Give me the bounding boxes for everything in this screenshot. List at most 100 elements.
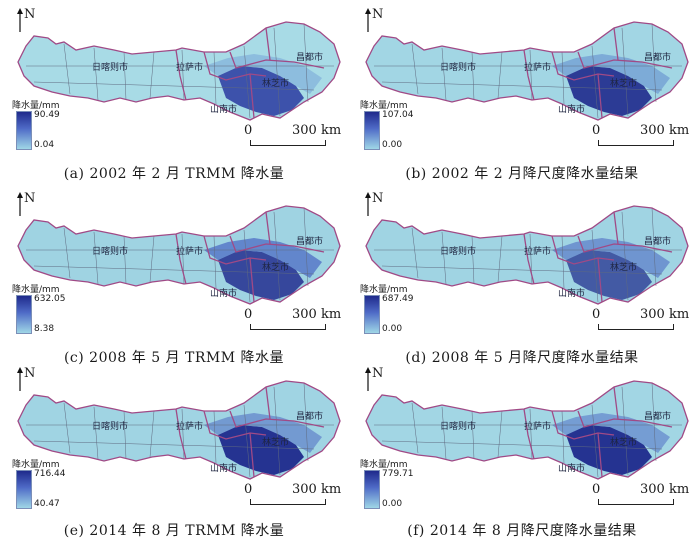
panel-caption: (b) 2002 年 2 月降尺度降水量结果 xyxy=(405,166,639,182)
high-precip-zone xyxy=(218,250,304,300)
legend: 降水量/mm 779.71 0.00 xyxy=(360,457,420,515)
north-arrow: N xyxy=(16,191,36,218)
precipitation-map xyxy=(17,380,341,480)
precipitation-map xyxy=(365,380,689,480)
scale-bar-line xyxy=(250,499,326,505)
legend-min-value: 0.00 xyxy=(382,499,403,509)
north-label: N xyxy=(24,366,36,381)
mid-precip-zone xyxy=(204,54,322,94)
prefecture-boundaries xyxy=(365,380,689,480)
city-label-lasa: 拉萨市 xyxy=(176,63,204,73)
scale-zero: 0 xyxy=(244,482,253,497)
scale-bar: 0 300 km xyxy=(592,482,692,506)
city-label-rikaze: 日喀则市 xyxy=(440,247,477,257)
precipitation-map xyxy=(17,21,341,121)
scale-label: 300 km xyxy=(640,307,690,322)
city-label-linzhi: 林芝市 xyxy=(262,79,290,89)
city-label-shannan: 山南市 xyxy=(210,464,238,474)
scale-bar: 0 300 km xyxy=(244,123,344,147)
legend-max-value: 779.71 xyxy=(382,469,414,479)
map-panel-3: N 日喀则市 拉萨市 林芝市 昌都市 山南市 降水量/mm 687.49 0.0… xyxy=(352,190,692,340)
city-label-changdu: 昌都市 xyxy=(296,412,324,422)
city-label-changdu: 昌都市 xyxy=(296,237,324,247)
high-precip-zone xyxy=(566,425,652,475)
city-label-rikaze: 日喀则市 xyxy=(92,63,129,73)
city-label-changdu: 昌都市 xyxy=(644,53,672,63)
map-panel-5: N 日喀则市 拉萨市 林芝市 昌都市 山南市 降水量/mm 779.71 0.0… xyxy=(352,365,692,515)
north-label: N xyxy=(24,191,36,206)
legend-min-value: 0.00 xyxy=(382,140,403,150)
county-boundaries xyxy=(374,382,682,478)
legend-min-value: 40.47 xyxy=(34,499,60,509)
legend-max-value: 687.49 xyxy=(382,294,414,304)
city-label-linzhi: 林芝市 xyxy=(610,79,638,89)
map-panel-1: N 日喀则市 拉萨市 林芝市 昌都市 山南市 降水量/mm 107.04 0.0… xyxy=(352,6,692,156)
prefecture-boundaries xyxy=(17,205,341,305)
legend: 降水量/mm 687.49 0.00 xyxy=(360,282,420,340)
legend-max-value: 632.05 xyxy=(34,294,66,304)
mid-precip-zone xyxy=(552,238,670,278)
county-boundaries xyxy=(26,207,334,303)
legend-color-ramp xyxy=(364,470,380,509)
legend-title: 降水量/mm xyxy=(12,285,60,295)
scale-label: 300 km xyxy=(292,482,342,497)
city-label-shannan: 山南市 xyxy=(558,105,586,115)
scale-bar: 0 300 km xyxy=(592,307,692,331)
city-label-shannan: 山南市 xyxy=(210,105,238,115)
map-panel-2: N 日喀则市 拉萨市 林芝市 昌都市 山南市 降水量/mm 632.05 8.3… xyxy=(4,190,344,340)
north-label: N xyxy=(372,191,384,206)
north-arrow-icon xyxy=(365,8,371,32)
city-label-linzhi: 林芝市 xyxy=(610,438,638,448)
city-label-linzhi: 林芝市 xyxy=(262,263,290,273)
city-label-shannan: 山南市 xyxy=(558,464,586,474)
mid-precip-zone xyxy=(204,238,322,278)
scale-zero: 0 xyxy=(592,123,601,138)
high-precip-zone xyxy=(218,425,304,475)
scale-zero: 0 xyxy=(244,307,253,322)
scale-bar: 0 300 km xyxy=(592,123,692,147)
scale-bar-line xyxy=(598,140,674,146)
legend-min-value: 0.04 xyxy=(34,140,55,150)
legend-min-value: 8.38 xyxy=(34,324,55,334)
prefecture-boundaries xyxy=(17,380,341,480)
city-label-lasa: 拉萨市 xyxy=(176,422,204,432)
legend: 降水量/mm 632.05 8.38 xyxy=(12,282,72,340)
precipitation-map xyxy=(365,205,689,305)
precipitation-map xyxy=(17,205,341,305)
scale-zero: 0 xyxy=(244,123,253,138)
legend-min-value: 0.00 xyxy=(382,324,403,334)
north-arrow-icon xyxy=(365,192,371,216)
panel-caption: (e) 2014 年 8 月 TRMM 降水量 xyxy=(63,523,285,539)
north-arrow-icon xyxy=(17,367,23,391)
north-arrow-icon xyxy=(17,8,23,32)
legend-title: 降水量/mm xyxy=(12,101,60,111)
scale-bar-line xyxy=(598,499,674,505)
scale-label: 300 km xyxy=(640,123,690,138)
city-label-shannan: 山南市 xyxy=(210,289,238,299)
city-label-shannan: 山南市 xyxy=(558,289,586,299)
scale-label: 300 km xyxy=(640,482,690,497)
legend-max-value: 107.04 xyxy=(382,110,414,120)
north-arrow: N xyxy=(16,8,35,34)
legend: 降水量/mm 107.04 0.00 xyxy=(360,98,420,156)
north-arrow-icon xyxy=(17,192,23,216)
scale-label: 300 km xyxy=(292,123,342,138)
city-label-changdu: 昌都市 xyxy=(296,53,324,63)
legend-title: 降水量/mm xyxy=(360,285,408,295)
legend-max-value: 716.44 xyxy=(34,469,66,479)
legend: 降水量/mm 716.44 40.47 xyxy=(12,457,72,515)
scale-label: 300 km xyxy=(292,307,342,322)
map-panel-4: N 日喀则市 拉萨市 林芝市 昌都市 山南市 降水量/mm 716.44 40.… xyxy=(4,365,344,515)
high-precip-zone xyxy=(218,66,304,116)
prefecture-boundaries xyxy=(365,205,689,305)
mid-precip-zone xyxy=(204,413,322,453)
legend-color-ramp xyxy=(16,470,32,509)
north-label: N xyxy=(372,366,384,381)
north-arrow: N xyxy=(364,366,384,393)
city-label-lasa: 拉萨市 xyxy=(524,63,552,73)
city-label-changdu: 昌都市 xyxy=(644,237,672,247)
city-label-linzhi: 林芝市 xyxy=(610,263,638,273)
legend: 降水量/mm 90.49 0.04 xyxy=(12,98,72,156)
legend-title: 降水量/mm xyxy=(12,460,60,470)
north-label: N xyxy=(372,7,384,22)
